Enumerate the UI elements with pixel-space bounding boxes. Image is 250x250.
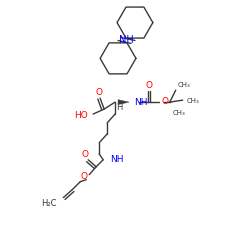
Text: O: O	[82, 150, 89, 159]
Text: NH: NH	[110, 155, 124, 164]
Text: H: H	[116, 102, 122, 112]
Text: O: O	[162, 97, 169, 106]
Text: NH: NH	[118, 36, 133, 46]
Text: HO: HO	[74, 110, 88, 120]
Text: H₂C: H₂C	[41, 199, 56, 208]
Text: O: O	[145, 81, 152, 90]
Text: CH₃: CH₃	[178, 82, 190, 88]
Polygon shape	[118, 100, 129, 104]
Text: CH₃: CH₃	[173, 110, 186, 116]
Text: CH₃: CH₃	[187, 98, 200, 104]
Text: O: O	[81, 172, 88, 181]
Text: NH: NH	[134, 98, 147, 107]
Text: O: O	[96, 88, 103, 97]
